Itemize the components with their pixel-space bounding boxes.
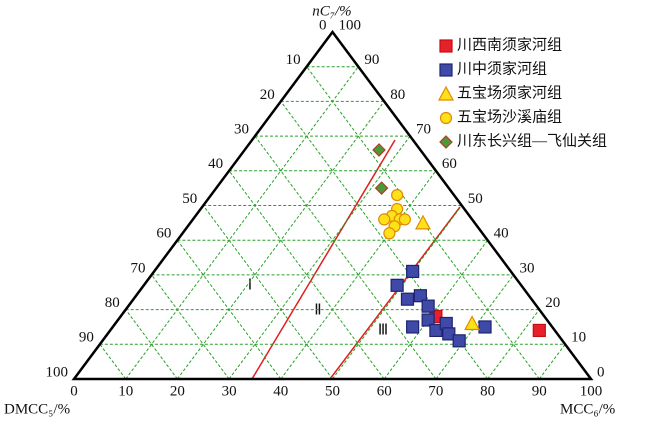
marker (406, 264, 420, 279)
grid-line (202, 205, 333, 380)
grid-line (538, 344, 566, 380)
tick-label: 20 (260, 87, 275, 103)
triangle-frame (71, 29, 594, 381)
grid-line (176, 101, 385, 380)
marker (421, 299, 435, 313)
region-label: Ⅰ (248, 277, 252, 293)
marker (398, 213, 411, 226)
marker (442, 327, 456, 341)
region-boundary (329, 206, 461, 380)
grid-line (332, 205, 463, 380)
legend-label: 川西南须家河组 (457, 36, 562, 53)
tick-label: 70 (428, 383, 443, 399)
tick-label: 10 (571, 330, 586, 346)
marker (452, 334, 466, 348)
tick-label: 60 (442, 156, 457, 172)
tick-label: 100 (46, 364, 69, 380)
marker (413, 289, 427, 303)
tick-label: 10 (118, 383, 133, 399)
tick-label: 90 (364, 52, 379, 68)
tick-label: 30 (222, 383, 237, 399)
marker (391, 188, 404, 202)
tick-label: 0 (597, 364, 605, 380)
grid-line (125, 66, 359, 380)
axis-title: MCC₆/% (560, 401, 615, 417)
marker (439, 63, 453, 77)
tick-label: 20 (545, 295, 560, 311)
tick-label: 40 (494, 226, 509, 242)
tick-label: 80 (390, 87, 405, 103)
marker (439, 39, 453, 53)
tick-label: 0 (70, 383, 78, 399)
marker (390, 278, 404, 292)
region-boundary (251, 139, 396, 380)
tick-label: 50 (468, 191, 483, 207)
marker (532, 323, 546, 338)
tick-label: 90 (79, 330, 94, 346)
marker (429, 323, 443, 338)
axis-title: nC₇/% (312, 3, 351, 19)
legend-label: 五宝场须家河组 (457, 84, 562, 101)
marker (421, 313, 435, 327)
tick-label: 20 (170, 383, 185, 399)
tick-label: 60 (377, 383, 392, 399)
grid-line (151, 274, 230, 380)
tick-label: 80 (105, 295, 120, 311)
region-label: Ⅲ (378, 322, 388, 338)
tick-label: 100 (580, 383, 603, 399)
grid-line (228, 135, 411, 380)
axis-title: DMCC₅/% (4, 401, 70, 417)
tick-label: 30 (234, 122, 249, 138)
marker (439, 135, 453, 149)
grid-line (487, 309, 540, 380)
marker (478, 320, 492, 334)
tick-label: 40 (208, 156, 223, 172)
region-label: Ⅱ (314, 302, 321, 318)
tick-label: 100 (339, 17, 362, 33)
marker (464, 315, 481, 331)
legend-label: 川东长兴组—飞仙关组 (457, 132, 607, 149)
grid-line (176, 239, 282, 380)
grid-line (254, 135, 437, 380)
tick-label: 50 (325, 383, 340, 399)
tick-label: 10 (286, 52, 301, 68)
tick-label: 30 (519, 260, 534, 276)
marker (383, 227, 396, 240)
marker (372, 143, 386, 157)
marker (437, 85, 455, 101)
grid-line (99, 344, 127, 380)
legend-label: 五宝场沙溪庙组 (457, 108, 562, 125)
marker (400, 292, 415, 306)
tick-label: 50 (182, 191, 197, 207)
marker (378, 213, 391, 226)
marker (406, 320, 420, 334)
tick-label: 60 (156, 226, 171, 242)
tick-label: 80 (480, 383, 495, 399)
tick-label: 0 (319, 17, 327, 33)
tick-label: 70 (416, 122, 431, 138)
grid-line (228, 170, 385, 380)
legend-label: 川中须家河组 (457, 60, 547, 77)
tick-label: 40 (273, 383, 288, 399)
grid-line (435, 274, 514, 380)
marker (439, 111, 453, 125)
tick-label: 90 (532, 383, 547, 399)
marker (374, 181, 389, 195)
tick-label: 70 (131, 260, 146, 276)
grid-line (125, 309, 178, 380)
marker (414, 214, 431, 230)
